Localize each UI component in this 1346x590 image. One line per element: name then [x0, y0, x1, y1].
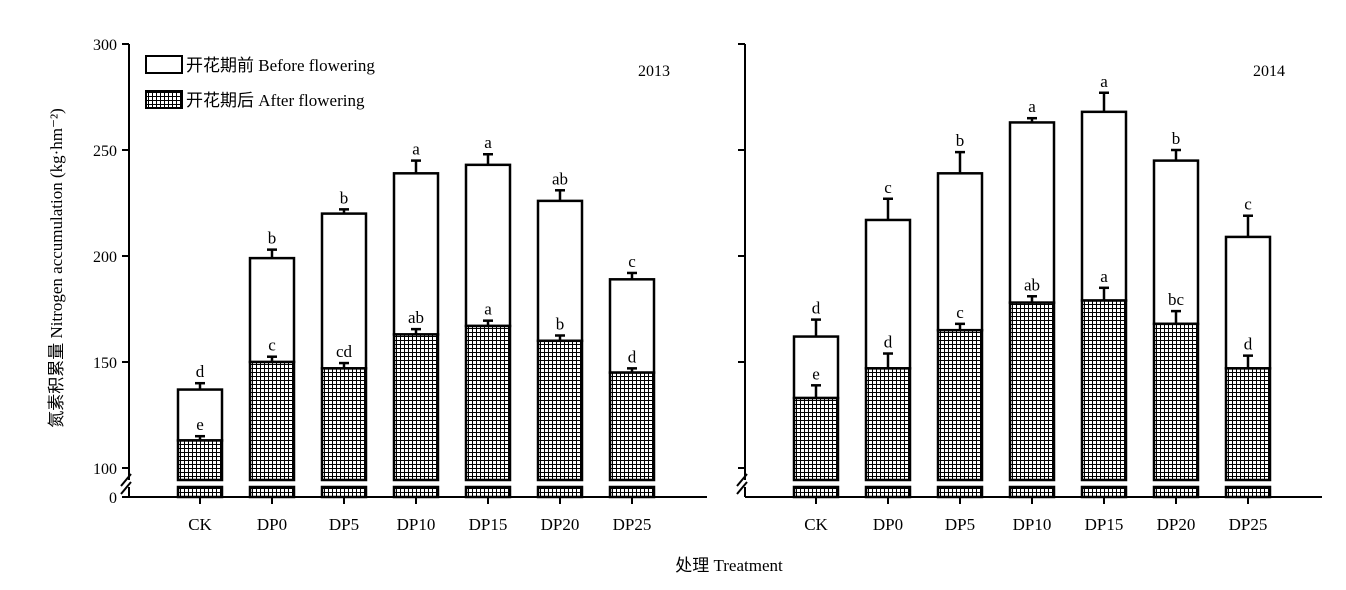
bar-after-flowering — [1224, 367, 1272, 482]
sig-letter-after: e — [196, 415, 204, 434]
bar-after-flowering — [176, 439, 224, 482]
bar-stub — [1080, 485, 1128, 499]
sig-letter-after: b — [556, 315, 565, 334]
bar-after-flowering — [1008, 301, 1056, 482]
x-tick-label: DP5 — [945, 515, 975, 534]
sig-letter-before: c — [884, 178, 892, 197]
bar-before-flowering — [248, 256, 296, 364]
sig-letter-before: b — [1172, 129, 1181, 148]
bar-after-flowering — [864, 367, 912, 482]
bar-stub — [792, 485, 840, 499]
bar-stub — [608, 485, 656, 499]
x-tick-label: CK — [804, 515, 828, 534]
bar-after-flowering — [1080, 299, 1128, 482]
bar-stub — [1008, 485, 1056, 499]
year-label-2014: 2014 — [1253, 63, 1285, 80]
x-tick-label: DP20 — [1157, 515, 1196, 534]
bar-after-flowering — [464, 324, 512, 482]
x-tick-label: CK — [188, 515, 212, 534]
sig-letter-before: b — [268, 229, 277, 248]
x-tick-label: DP20 — [541, 515, 580, 534]
bar-before-flowering — [176, 388, 224, 442]
sig-letter-after: d — [628, 347, 637, 366]
bar-before-flowering — [536, 199, 584, 343]
sig-letter-after: e — [812, 364, 820, 383]
x-tick-label: DP25 — [1229, 515, 1268, 534]
bar-stub — [176, 485, 224, 499]
bar-after-flowering — [792, 396, 840, 482]
sig-letter-before: a — [484, 133, 492, 152]
chart-panel-2013: 2013 1001502002503000CKdeDP0bcDP5bcdDP10… — [93, 37, 707, 534]
bar-after-flowering — [1152, 322, 1200, 482]
x-tick-label: DP15 — [1085, 515, 1124, 534]
sig-letter-before: c — [1244, 195, 1252, 214]
axis-break-mark — [120, 481, 132, 495]
sig-letter-before: a — [1028, 97, 1036, 116]
sig-letter-before: d — [196, 362, 205, 381]
axis-break-mark — [120, 473, 132, 487]
chart-panel-2014: 2014 CKdeDP0cdDP5bcDP10aabDP15aaDP20bbcD… — [736, 43, 1322, 534]
bar-stub — [320, 485, 368, 499]
y-tick-label: 0 — [109, 490, 117, 507]
bar-stub — [392, 485, 440, 499]
year-label-2013: 2013 — [638, 63, 670, 80]
bar-after-flowering — [536, 339, 584, 482]
sig-letter-after: cd — [336, 342, 353, 361]
bar-stub — [1152, 485, 1200, 499]
bar-after-flowering — [248, 360, 296, 482]
legend-label-after: 开花期后 After flowering — [186, 91, 365, 110]
sig-letter-after: ab — [408, 308, 424, 327]
x-tick-label: DP10 — [1013, 515, 1052, 534]
bar-stub — [464, 485, 512, 499]
sig-letter-after: ab — [1024, 275, 1040, 294]
bar-after-flowering — [320, 367, 368, 482]
bar-before-flowering — [392, 172, 440, 336]
sig-letter-before: b — [956, 131, 965, 150]
legend: 开花期前 Before flowering 开花期后 After floweri… — [145, 55, 375, 110]
axis-break-mark — [736, 473, 748, 487]
sig-letter-before: a — [412, 140, 420, 159]
legend-swatch-after — [145, 90, 183, 109]
y-tick-label: 150 — [93, 355, 117, 372]
legend-label-before: 开花期前 Before flowering — [186, 56, 375, 75]
x-tick-label: DP0 — [873, 515, 903, 534]
sig-letter-before: d — [812, 299, 821, 318]
y-tick-label: 100 — [93, 461, 117, 478]
bar-stub — [864, 485, 912, 499]
bar-after-flowering — [936, 328, 984, 482]
x-tick-label: DP15 — [469, 515, 508, 534]
bar-stub — [248, 485, 296, 499]
sig-letter-after: bc — [1168, 290, 1185, 309]
sig-letter-after: c — [268, 336, 276, 355]
bar-stub — [936, 485, 984, 499]
y-axis-title: 氮素积累量 Nitrogen accumulation (kg·hm⁻²) — [47, 108, 66, 428]
y-tick-label: 200 — [93, 249, 117, 266]
bar-before-flowering — [936, 172, 984, 332]
y-tick-label: 300 — [93, 37, 117, 54]
bar-before-flowering — [608, 278, 656, 374]
y-tick-label: 250 — [93, 143, 117, 160]
sig-letter-before: a — [1100, 72, 1108, 91]
x-tick-label: DP0 — [257, 515, 287, 534]
legend-swatch-before — [145, 55, 183, 74]
x-axis-title: 处理 Treatment — [675, 556, 783, 575]
x-tick-label: DP25 — [613, 515, 652, 534]
bar-stub — [536, 485, 584, 499]
bar-stub — [1224, 485, 1272, 499]
sig-letter-before: c — [628, 252, 636, 271]
bar-after-flowering — [608, 371, 656, 482]
x-tick-label: DP10 — [397, 515, 436, 534]
sig-letter-after: a — [1100, 267, 1108, 286]
x-tick-label: DP5 — [329, 515, 359, 534]
sig-letter-after: d — [884, 333, 893, 352]
sig-letter-after: a — [484, 300, 492, 319]
sig-letter-before: b — [340, 188, 349, 207]
sig-letter-before: ab — [552, 169, 568, 188]
bar-after-flowering — [392, 333, 440, 482]
axis-break-mark — [736, 481, 748, 495]
sig-letter-after: d — [1244, 335, 1253, 354]
sig-letter-after: c — [956, 303, 964, 322]
